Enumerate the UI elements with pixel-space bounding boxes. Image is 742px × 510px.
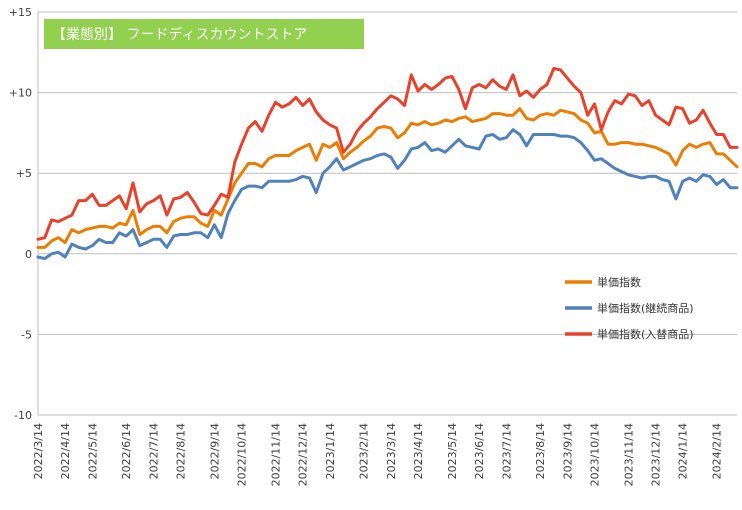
legend-item-continuing-products: 単価指数(継続商品) xyxy=(565,301,694,315)
y-tick-label: +15 xyxy=(9,6,32,19)
x-axis-tick-labels: 2022/3/14 2022/4/14 2022/5/14 2022/6/14 2022… xyxy=(32,423,724,486)
x-tick-label: 2023/9/14 xyxy=(561,423,574,479)
series-line xyxy=(36,128,739,261)
y-tick-label: -5 xyxy=(21,328,32,341)
x-tick-label: 2023/12/14 xyxy=(650,423,663,486)
legend-label: 単価指数(入替商品) xyxy=(597,327,694,341)
x-tick-label: 2023/1/14 xyxy=(324,423,337,479)
series-line xyxy=(36,107,739,249)
grid-lines xyxy=(37,11,737,416)
legend-item-unit-price-index: 単価指数 xyxy=(565,275,641,289)
y-axis-tick-labels: -10 -5 0 +5 +10 +15 xyxy=(9,6,32,422)
y-tick-label: 0 xyxy=(25,248,32,261)
legend-item-replacement-products: 単価指数(入替商品) xyxy=(565,327,694,341)
y-tick-label: +10 xyxy=(9,87,32,100)
x-tick-label: 2023/8/14 xyxy=(534,423,547,479)
x-tick-label: 2022/10/14 xyxy=(236,423,249,486)
x-tick-label: 2023/4/14 xyxy=(412,423,425,479)
y-tick-label: -10 xyxy=(14,409,32,422)
x-tick-label: 2022/9/14 xyxy=(208,423,221,479)
legend-label: 単価指数(継続商品) xyxy=(597,301,694,315)
x-tick-label: 2022/8/14 xyxy=(175,423,188,479)
x-tick-label: 2022/12/14 xyxy=(297,423,310,486)
x-tick-label: 2023/2/14 xyxy=(358,423,371,479)
x-tick-label: 2023/5/14 xyxy=(446,423,459,479)
chart-title: 【業態別】 フードディスカウントストア xyxy=(52,26,307,43)
chart-title-box: 【業態別】 フードディスカウントストア xyxy=(44,19,364,49)
chart-title-background xyxy=(44,19,364,49)
x-tick-label: 2023/10/14 xyxy=(588,423,601,486)
series-lines xyxy=(36,66,739,261)
x-tick-label: 2023/3/14 xyxy=(385,423,398,479)
x-tick-label: 2024/1/14 xyxy=(677,423,690,479)
x-tick-label: 2023/11/14 xyxy=(622,423,635,486)
x-tick-label: 2022/6/14 xyxy=(120,423,133,479)
x-tick-label: 2022/7/14 xyxy=(147,423,160,479)
y-tick-label: +5 xyxy=(16,167,32,180)
series-line xyxy=(36,66,739,241)
x-tick-label: 2024/2/14 xyxy=(711,423,724,479)
x-tick-label: 2023/6/14 xyxy=(473,423,486,479)
x-tick-label: 2022/5/14 xyxy=(86,423,99,479)
x-tick-label: 2023/7/14 xyxy=(500,423,513,479)
legend: 単価指数 単価指数(継続商品) 単価指数(入替商品) xyxy=(565,275,694,341)
legend-label: 単価指数 xyxy=(597,275,641,289)
x-tick-label: 2022/4/14 xyxy=(59,423,72,479)
x-tick-label: 2022/3/14 xyxy=(32,423,45,479)
x-tick-label: 2022/11/14 xyxy=(270,423,283,486)
